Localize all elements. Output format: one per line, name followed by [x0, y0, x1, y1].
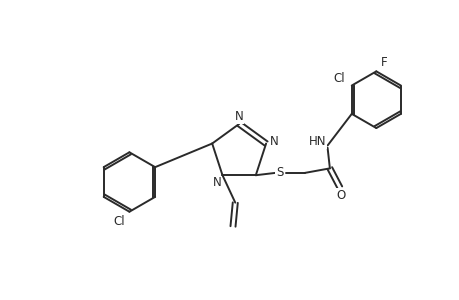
Text: F: F [380, 56, 386, 69]
Text: N: N [234, 110, 243, 123]
Text: N: N [212, 176, 221, 190]
Text: S: S [275, 167, 283, 179]
Text: O: O [336, 189, 345, 202]
Text: HN: HN [308, 135, 325, 148]
Text: Cl: Cl [333, 72, 344, 85]
Text: N: N [269, 135, 278, 148]
Text: Cl: Cl [113, 215, 125, 228]
